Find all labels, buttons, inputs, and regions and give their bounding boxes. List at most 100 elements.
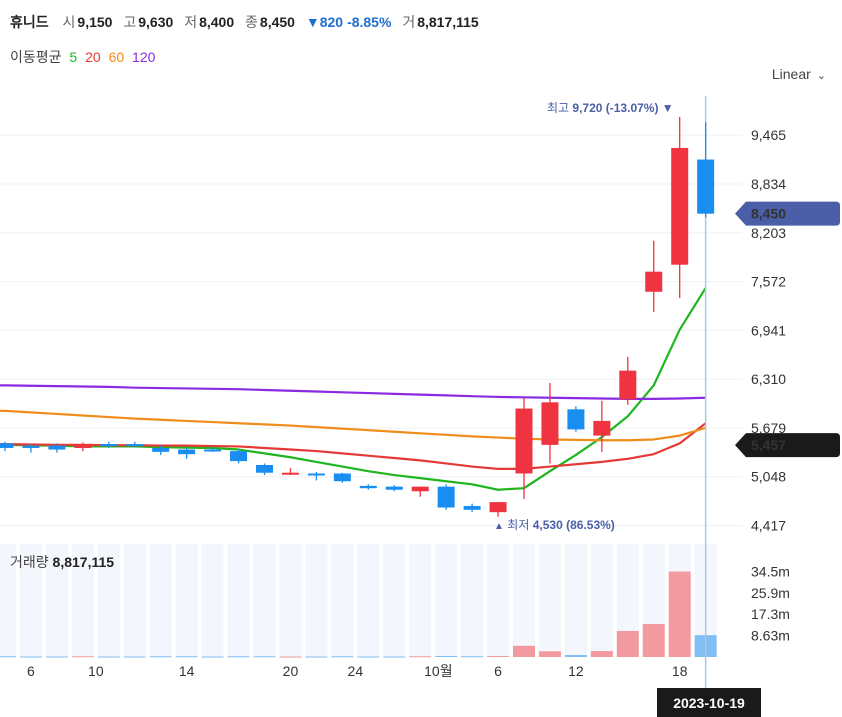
current-price-value: 8,450 (751, 206, 786, 222)
volume-bar (19, 656, 42, 658)
ma-20-line (0, 422, 707, 470)
volume-column-bg (227, 544, 250, 657)
candle-body (463, 505, 481, 510)
date-tick-label: 10 (88, 663, 104, 679)
ma-legend-20[interactable]: 20 (85, 49, 101, 65)
date-axis: 6 10 14 20 24 10월 6 12 18 (27, 663, 688, 679)
candle-body (0, 443, 14, 448)
high-annotation: 최고 9,720 (-13.07%) ▼ (547, 101, 674, 115)
ma-legend: 이동평균 5 20 60 120 (10, 47, 159, 67)
volume-tick-label: 25.9m (751, 585, 790, 601)
volume-bar (461, 656, 484, 658)
volume-bar (487, 656, 510, 658)
volume-bar (668, 571, 691, 657)
volume-bar (175, 656, 198, 658)
volume-column-bg (616, 544, 639, 657)
high-annotation-label: 최고 (547, 101, 569, 115)
volume-column-bg (175, 544, 198, 657)
price-tick-label: 5,679 (751, 420, 786, 436)
volume-bar (642, 624, 665, 657)
volume-title-value: 8,817,115 (52, 554, 115, 570)
volume-title: 거래량 8,817,115 (10, 552, 114, 572)
scale-label: Linear (771, 66, 811, 82)
volume-column-bg (564, 544, 587, 657)
volume-column-bg (253, 544, 276, 657)
volume-column-bg (538, 544, 561, 657)
candle-body (411, 486, 429, 492)
volume-bar (123, 656, 146, 658)
volume-bar (357, 656, 380, 658)
low-value: 8,400 (199, 14, 235, 30)
volume-bar (435, 656, 458, 658)
ma-price-value: 5,457 (751, 437, 786, 453)
open-label: 시 (62, 14, 76, 30)
volume-column-bg (357, 544, 380, 657)
volume-bar (97, 656, 120, 658)
low-annotation-pct: (86.53%) (566, 518, 615, 532)
date-tick-label: 12 (568, 663, 584, 679)
candle-body (359, 485, 377, 489)
current-price-badge: 8,450 (735, 201, 840, 226)
candle-body (619, 370, 637, 400)
ma-legend-5[interactable]: 5 (69, 49, 78, 65)
volume-column-bg (123, 544, 146, 657)
price-axis: 9,465 8,834 8,203 7,572 6,941 6,310 5,679 5,048… (751, 127, 786, 533)
stock-name: 휴니드 (10, 14, 49, 30)
volume-tick-label: 8.63m (751, 628, 790, 644)
candles (0, 117, 715, 517)
volume-tick-label: 17.3m (751, 606, 790, 622)
date-tick-label: 14 (179, 663, 195, 679)
ma-5-line (0, 287, 707, 491)
date-tick-label: 10월 (424, 663, 452, 679)
price-tick-label: 4,417 (751, 518, 786, 534)
ma-legend-60[interactable]: 60 (108, 49, 125, 65)
volume-bar (513, 645, 535, 657)
volume-bar (409, 656, 432, 658)
volume-bar (279, 656, 302, 658)
high-value: 9,630 (138, 14, 174, 30)
candle-body (100, 444, 118, 447)
volume-column-bg (383, 544, 406, 657)
candle-body (567, 409, 585, 430)
change-value: 820 (319, 14, 344, 30)
high-label: 고 (123, 14, 137, 30)
volume-bars (0, 571, 717, 658)
volume-column-bg (149, 544, 172, 657)
candle-body (307, 473, 325, 476)
volume-bar (71, 656, 94, 658)
date-tick-label: 20 (283, 663, 299, 679)
price-tick-label: 6,941 (751, 322, 786, 338)
price-gridlines (0, 134, 742, 527)
close-label: 종 (245, 14, 258, 30)
low-label: 저 (184, 14, 198, 30)
change-down-icon: ▼ (305, 14, 320, 30)
volume-bar (227, 656, 250, 658)
candle-body (489, 502, 507, 513)
date-tick-label: 6 (27, 663, 35, 679)
volume-column-bg (331, 544, 354, 657)
scale-dropdown[interactable]: Linear ⌄ (772, 66, 826, 82)
volume-bar (616, 630, 639, 657)
volume-value: 8,817,115 (417, 14, 479, 30)
candle-body (204, 449, 222, 452)
candle-body (48, 445, 66, 450)
volume-column-bg (513, 544, 535, 657)
volume-label: 거 (402, 14, 416, 30)
moving-average-lines (0, 287, 707, 491)
volume-column-bg (279, 544, 302, 657)
ma-legend-120[interactable]: 120 (132, 49, 156, 65)
candle-body (281, 472, 299, 475)
candle-body (256, 464, 273, 473)
candle-body (152, 447, 170, 452)
price-tick-label: 6,310 (751, 371, 786, 387)
crosshair-date: 2023-10-19 (673, 695, 745, 711)
candle-body (385, 486, 403, 490)
volume-bar (253, 656, 276, 658)
price-tick-label: 8,203 (751, 225, 786, 241)
candle-body (515, 408, 533, 474)
candle-body (645, 271, 663, 292)
volume-column-bg (19, 544, 42, 657)
candle-body (126, 444, 144, 447)
candle-body (333, 473, 351, 482)
